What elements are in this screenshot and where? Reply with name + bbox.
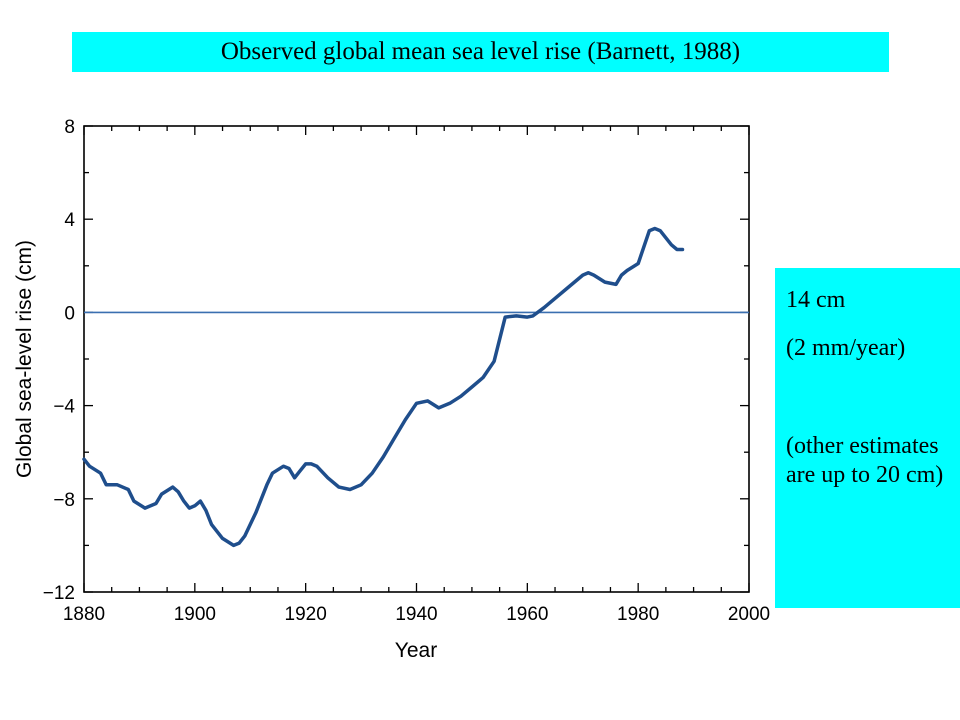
x-tick-label: 1980 [617,604,659,625]
x-tick-label: 1960 [506,604,548,625]
x-axis-label: Year [395,639,437,662]
y-tick-label: 8 [64,117,75,138]
y-tick-label: −8 [53,490,75,511]
y-tick-label: −4 [53,397,75,418]
estimate-other: (other estimates are up to 20 cm) [786,433,944,488]
y-tick-label: 4 [64,210,75,231]
estimate-total: 14 cm [786,287,846,313]
x-tick-label: 1920 [285,604,327,625]
y-tick-label: 0 [64,303,75,324]
x-tick-label: 1880 [63,604,105,625]
estimate-note-box: 14 cm (2 mm/year) (other estimates are u… [775,268,960,608]
axis-ticks [83,125,750,593]
y-tick-labels: 8 4 0 −4 −8 −12 [43,117,76,604]
plot-frame [83,125,750,593]
x-tick-label: 1940 [395,604,437,625]
y-axis-label: Global sea-level rise (cm) [13,240,36,478]
x-tick-label: 1900 [174,604,216,625]
x-tick-label: 2000 [728,604,770,625]
x-tick-labels: 1880 1900 1920 1940 1960 1980 2000 [63,604,770,625]
y-tick-label: −12 [43,583,75,604]
estimate-rate: (2 mm/year) [786,335,906,361]
slide-title: Observed global mean sea level rise (Bar… [72,32,889,72]
sea-level-series-line [82,226,685,548]
